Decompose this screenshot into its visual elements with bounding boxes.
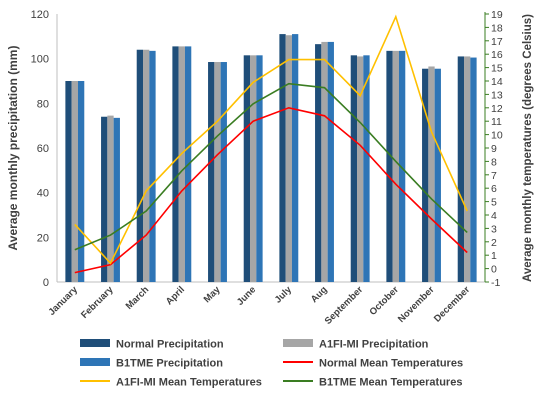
x-tick-label: July [273,284,295,306]
y2-tick-label: 0 [491,264,497,276]
y2-tick-label: 12 [491,103,503,115]
bar [65,81,72,282]
bar [315,44,322,283]
x-tick-label: April [164,284,187,307]
bar [101,116,108,282]
bar [321,41,328,282]
lines [74,14,468,274]
legend-label: A1FI-MI Precipitation [319,339,429,351]
bar [279,34,286,282]
labels: January February March April May June July AugS… [6,14,534,327]
y2-tick-label: 15 [491,63,503,75]
y2-axis-title: Average monthly temperatures (degrees Ce… [522,14,534,282]
bar [113,117,120,282]
y-tick-label: 120 [31,9,49,21]
x-tick-label: June [235,284,258,307]
y2-tick-label: 5 [491,197,497,209]
y2-tick-label: -1 [491,277,500,289]
legend-label: Normal Precipitation [116,339,224,351]
bar [71,81,78,282]
y2-tick-label: 6 [491,183,497,195]
x-tick-label: November [396,284,437,325]
x-tick-label: September [323,284,366,327]
y-axis-title: Average monthly precipitation (mm) [6,46,20,251]
bar [428,66,435,282]
bar [291,34,299,282]
bar [392,50,399,282]
bar [172,46,179,283]
bar [250,55,257,282]
y2-tick-label: 3 [491,223,497,235]
bar [464,56,471,282]
y-tick-label: 0 [43,277,49,289]
y2-tick-label: 2 [491,237,497,249]
bar [422,68,429,282]
y-tick-label: 80 [37,98,49,110]
bar [457,56,465,282]
bar [386,50,393,282]
x-tick-label: May [202,284,223,305]
bar [178,46,185,283]
y-tick-label: 60 [37,143,49,155]
bar [434,68,441,282]
y2-tick-label: 4 [491,210,497,222]
bar [214,62,221,283]
y2-tick-label: 18 [491,22,503,34]
legend-swatch [80,358,110,366]
y2-tick-label: 9 [491,143,497,155]
y-tick-label: 40 [37,188,49,200]
bar [220,62,227,283]
bar [398,50,406,282]
legend-swatch [80,339,110,347]
bar [470,57,477,282]
bar [285,35,292,282]
y2-tick-label: 13 [491,89,503,101]
bar [143,49,150,282]
y2-tick-label: 7 [491,170,497,182]
y2-tick-label: 10 [491,130,503,142]
y2-tick-label: 1 [491,250,497,262]
x-tick-label: October [367,284,401,318]
x-tick-label: December [432,284,472,324]
y2-tick-label: 11 [491,116,502,128]
legend-swatch [283,339,313,347]
legend-label: B1TME Precipitation [116,358,223,370]
series-line [74,14,468,265]
bar [243,55,251,282]
series-line [74,106,468,274]
y2-tick-label: 19 [491,9,503,21]
legend-label: Normal Mean Temperatures [319,358,463,370]
y2-tick-label: 8 [491,156,497,168]
x-tick-label: February [79,284,116,321]
bar [350,55,358,282]
series-line [74,82,468,251]
legend-label: A1FI-MI Mean Temperatures [116,377,262,389]
legend: Normal Precipitation A1FI-MI Precipitatio… [80,339,463,389]
axes: 020406080100120-101234567891011121314151… [31,9,503,289]
bar [357,56,364,282]
bar [256,55,263,282]
bar [77,81,85,282]
bar [149,50,156,282]
bar [327,41,334,282]
x-tick-label: January [46,284,80,318]
x-tick-label: March [124,284,152,312]
x-tick-label: Aug [309,284,330,305]
y-tick-label: 20 [37,232,49,244]
bar [107,115,114,282]
y2-tick-label: 14 [491,76,503,88]
bar [208,62,215,283]
bar [363,55,370,282]
legend-label: B1TME Mean Temperatures [319,377,462,389]
y-tick-label: 100 [31,54,49,66]
bar [136,49,144,282]
y2-tick-label: 16 [491,49,503,61]
y2-tick-label: 17 [491,36,503,48]
